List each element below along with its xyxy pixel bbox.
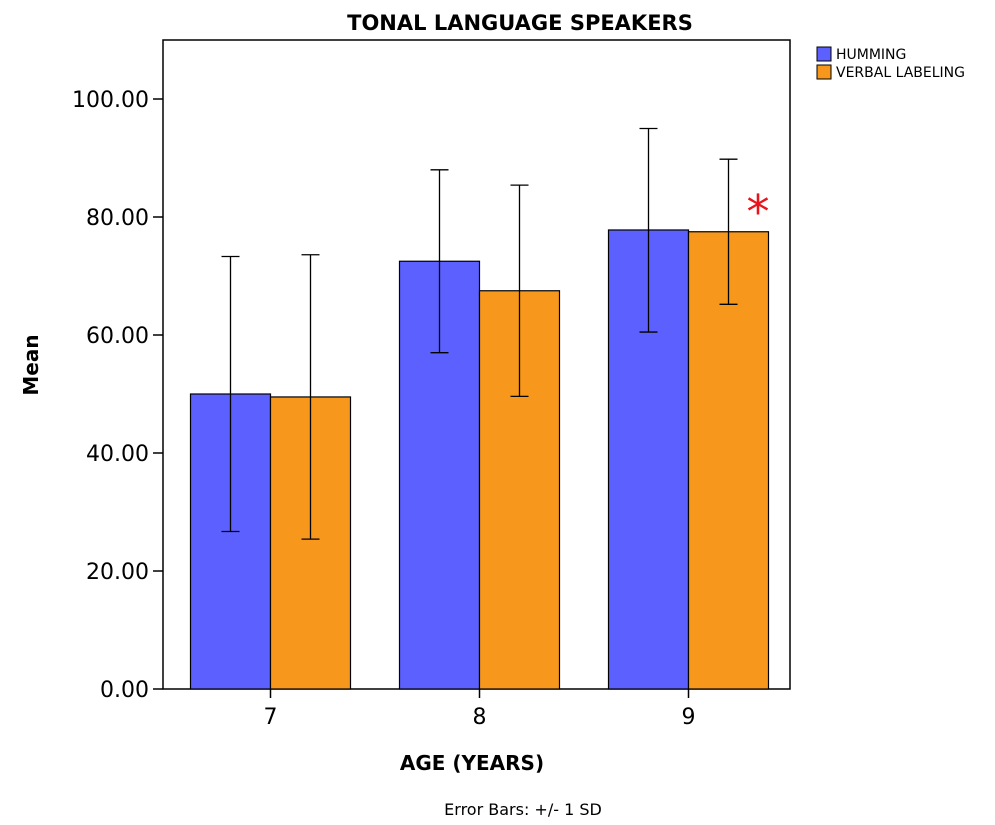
y-tick-label: 100.00 <box>72 88 149 113</box>
legend-swatch-humming <box>816 46 832 62</box>
y-tick-label: 40.00 <box>86 442 149 467</box>
legend-swatch-verbal-labeling <box>816 64 832 80</box>
y-tick-label: 0.00 <box>100 678 149 703</box>
x-tick-label: 7 <box>264 705 278 730</box>
x-tick-label: 9 <box>682 705 696 730</box>
legend: HUMMING VERBAL LABELING <box>816 46 965 81</box>
significance-asterisk: * <box>747 185 770 239</box>
y-tick-label: 80.00 <box>86 206 149 231</box>
y-axis: 0.00 20.00 40.00 60.00 80.00 100.00 <box>72 88 163 703</box>
error-bars-group <box>221 127 738 540</box>
legend-label-verbal-labeling: VERBAL LABELING <box>836 65 965 81</box>
x-axis-title: AGE (YEARS) <box>400 751 544 775</box>
chart-title: TONAL LANGUAGE SPEAKERS <box>347 11 693 35</box>
error-bars-footnote: Error Bars: +/- 1 SD <box>444 800 602 819</box>
legend-label-humming: HUMMING <box>836 47 906 63</box>
bar-verbal-labeling <box>687 231 770 690</box>
y-tick-label: 60.00 <box>86 324 149 349</box>
y-tick-label: 20.00 <box>86 560 149 585</box>
x-tick-label: 8 <box>473 705 487 730</box>
x-axis: 7 8 9 <box>264 689 696 730</box>
y-axis-title: Mean <box>19 334 43 395</box>
